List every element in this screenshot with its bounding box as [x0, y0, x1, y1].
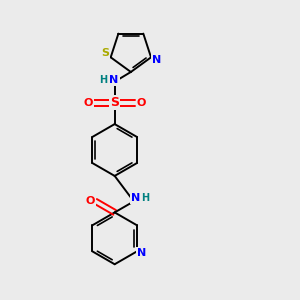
Text: N: N	[137, 248, 146, 258]
Text: O: O	[85, 196, 95, 206]
Text: N: N	[152, 55, 161, 65]
Text: O: O	[83, 98, 93, 108]
Text: S: S	[110, 96, 119, 110]
Text: N: N	[130, 194, 140, 203]
Text: H: H	[99, 75, 107, 85]
Text: S: S	[101, 48, 109, 58]
Text: H: H	[141, 194, 149, 203]
Text: O: O	[136, 98, 146, 108]
Text: N: N	[110, 75, 119, 85]
